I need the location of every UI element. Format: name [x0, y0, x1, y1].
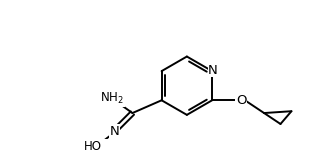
Text: NH$_2$: NH$_2$ — [100, 91, 124, 106]
Text: N: N — [109, 125, 119, 138]
Text: HO: HO — [84, 140, 102, 152]
Text: O: O — [236, 94, 247, 107]
Text: N: N — [208, 64, 218, 77]
